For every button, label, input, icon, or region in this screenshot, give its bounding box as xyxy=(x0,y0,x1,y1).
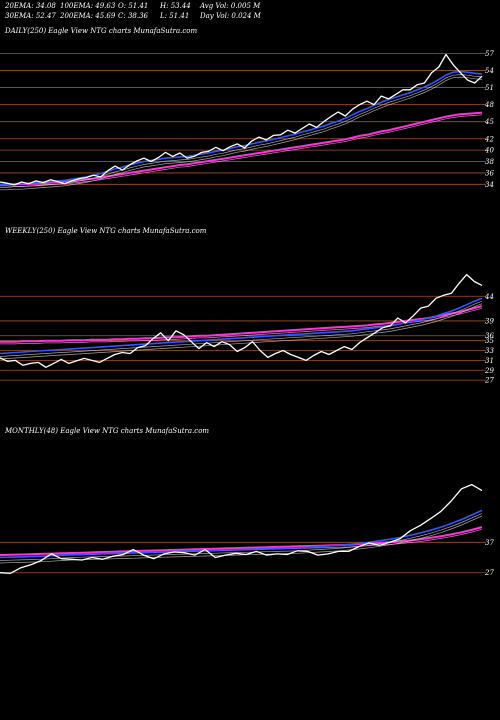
day-vol-label: Day Vol: 0.024 M xyxy=(200,12,261,20)
daily-y-tick-label: 54 xyxy=(485,67,494,75)
daily-chart: 57 54 51 48 45 42 40 38 36 34 xyxy=(0,50,494,191)
low-label: L: 51.41 xyxy=(160,12,190,20)
daily-y-tick-label: 40 xyxy=(484,147,494,155)
ema200-label: 200EMA: 45.69 xyxy=(60,12,116,20)
daily-series-1-line xyxy=(0,70,483,186)
open-label: O: 51.41 xyxy=(118,2,149,10)
monthly-series-1-band xyxy=(0,513,483,561)
monthly-y-tick-label: 27 xyxy=(484,569,494,577)
daily-series-2-band xyxy=(0,114,483,188)
daily-series-1-band xyxy=(0,76,483,191)
weekly-series-2-line xyxy=(0,305,483,343)
weekly-series-1-line xyxy=(0,297,483,355)
monthly-series-1-band xyxy=(0,515,483,564)
weekly-chart-title: WEEKLY(250) Eagle View NTG charts Munafa… xyxy=(5,227,207,235)
daily-series-1-band xyxy=(0,74,483,188)
stats-header: 20EMA: 34.08 100EMA: 49.63 O: 51.41 H: 5… xyxy=(0,0,500,22)
weekly-series-1-band xyxy=(0,303,483,360)
avg-vol-label: Avg Vol: 0.005 M xyxy=(200,2,261,10)
monthly-chart-title: MONTHLY(48) Eagle View NTG charts Munafa… xyxy=(5,427,210,435)
daily-series-2-line xyxy=(0,111,483,186)
daily-y-tick-label: 34 xyxy=(485,181,494,189)
weekly-y-tick-label: 31 xyxy=(485,357,494,365)
daily-y-tick-label: 42 xyxy=(484,135,494,143)
daily-chart-title: DAILY(250) Eagle View NTG charts MunafaS… xyxy=(5,27,198,35)
daily-y-tick-label: 51 xyxy=(485,84,494,92)
daily-y-tick-label: 38 xyxy=(485,158,494,166)
weekly-y-tick-label: 27 xyxy=(484,377,494,385)
daily-y-tick-label: 48 xyxy=(484,101,494,109)
monthly-series-0-line xyxy=(0,483,483,574)
daily-y-tick-label: 36 xyxy=(485,169,494,177)
weekly-y-tick-label: 33 xyxy=(485,347,494,355)
monthly-series-2-line xyxy=(0,526,483,557)
ema30-label: 30EMA: 52.47 xyxy=(5,12,56,20)
monthly-y-tick-label: 37 xyxy=(485,539,494,547)
monthly-chart: 37 27 xyxy=(0,483,494,577)
weekly-series-1-band xyxy=(0,300,483,357)
weekly-y-tick-label: 44 xyxy=(484,293,494,301)
ema100-label: 100EMA: 49.63 xyxy=(60,2,116,10)
ema20-label: 20EMA: 34.08 xyxy=(5,2,56,10)
daily-y-tick-label: 57 xyxy=(485,50,494,58)
daily-y-tick-label: 45 xyxy=(484,118,494,126)
weekly-y-tick-label: 35 xyxy=(485,337,494,345)
weekly-y-tick-label: 36 xyxy=(485,332,494,340)
weekly-y-tick-label: 39 xyxy=(485,317,494,325)
close-label: C: 38.36 xyxy=(118,12,148,20)
weekly-series-0-line xyxy=(0,273,483,368)
high-label: H: 53.44 xyxy=(160,2,191,10)
weekly-y-tick-label: 29 xyxy=(484,367,494,375)
daily-series-0-line xyxy=(0,53,483,186)
